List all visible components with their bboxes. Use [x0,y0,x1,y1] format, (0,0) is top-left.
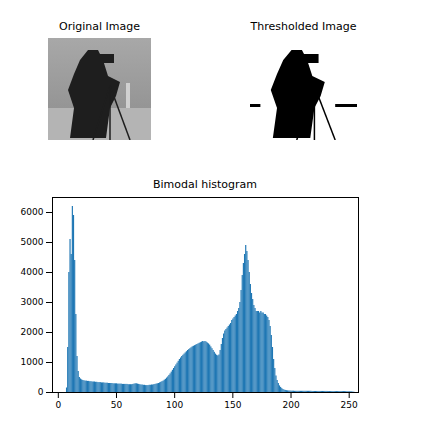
html-text:Original Image: Original Image [59,20,140,33]
html-text:Bimodal histogram: Bimodal histogram [153,178,257,191]
svg-text:4000: 4000 [21,267,44,277]
svg-text:3000: 3000 [21,297,44,307]
svg-text:50: 50 [111,400,123,410]
svg-text:250: 250 [341,400,358,410]
svg-text:0: 0 [38,387,44,397]
svg-text:2000: 2000 [21,327,44,337]
svg-text:6000: 6000 [21,207,44,217]
svg-text:5000: 5000 [21,237,44,247]
svg-text:100: 100 [166,400,183,410]
html-text:Thresholded Image: Thresholded Image [250,20,357,33]
svg-text:1000: 1000 [21,357,44,367]
svg-text:150: 150 [224,400,241,410]
svg-text:0: 0 [55,400,61,410]
svg-text:200: 200 [282,400,299,410]
